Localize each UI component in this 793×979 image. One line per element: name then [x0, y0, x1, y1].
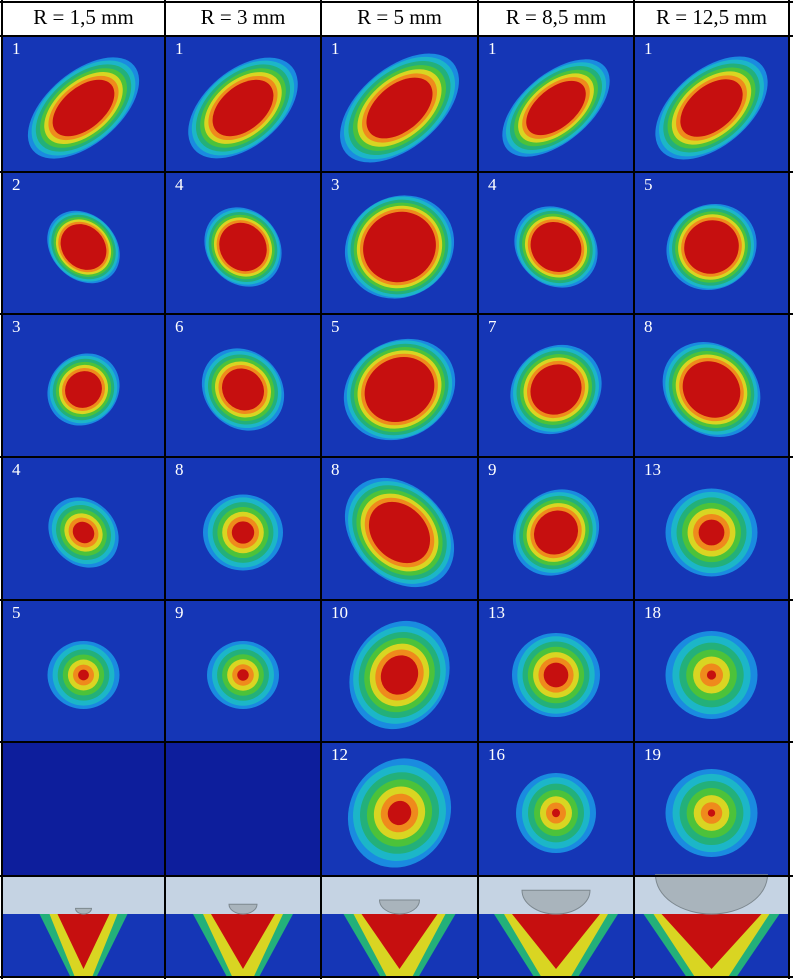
contour-plot: [48, 641, 120, 709]
column-header: R = 8,5 mm: [506, 5, 607, 29]
column-header: R = 1,5 mm: [33, 5, 134, 29]
cell-label: 4: [12, 460, 21, 479]
cell-label: 9: [488, 460, 497, 479]
contour-band: [544, 663, 569, 688]
contour-band: [708, 809, 715, 816]
contour-band: [699, 520, 725, 546]
figure: R = 1,5 mm R = 3 mm R = 5 mm R = 8,5 mm R = …: [0, 0, 793, 979]
cell-label: 8: [331, 460, 340, 479]
contour-plot: [203, 495, 283, 571]
cell-bg: [165, 742, 321, 876]
column-header: R = 5 mm: [357, 5, 442, 29]
page: R = 1,5 mm R = 3 mm R = 5 mm R = 8,5 mm R = …: [0, 0, 793, 979]
cell-label: 1: [644, 39, 653, 58]
cell-label: 1: [331, 39, 340, 58]
column-header: R = 3 mm: [201, 5, 286, 29]
cell-label: 5: [644, 175, 653, 194]
cell-label: 9: [175, 603, 184, 622]
cell-label: 8: [175, 460, 184, 479]
contour-plot: [666, 769, 758, 857]
column-header: R = 12,5 mm: [656, 5, 767, 29]
cell-label: 6: [175, 317, 184, 336]
cell-label: 4: [488, 175, 497, 194]
cell-label: 3: [12, 317, 21, 336]
cell-label: 3: [331, 175, 340, 194]
cell-label: 10: [331, 603, 348, 622]
cell-label: 8: [644, 317, 653, 336]
contour-band: [552, 809, 560, 817]
cell-label: 12: [331, 745, 348, 764]
cell-label: 19: [644, 745, 661, 764]
cell-bg: [2, 742, 165, 876]
cell-label: 13: [488, 603, 505, 622]
contour-plot: [516, 773, 596, 853]
contour-plot: [666, 489, 758, 577]
cell-label: 1: [488, 39, 497, 58]
cell-label: 2: [12, 175, 21, 194]
cell-label: 1: [175, 39, 184, 58]
cell-label: 16: [488, 745, 505, 764]
contour-band: [707, 670, 716, 679]
contour-band: [237, 669, 249, 680]
cell-label: 5: [331, 317, 340, 336]
contour-plot: [207, 641, 279, 709]
contour-plot: [512, 633, 600, 717]
contour-band: [78, 670, 89, 681]
cell-label: 7: [488, 317, 497, 336]
cell-label: 18: [644, 603, 661, 622]
cell-label: 13: [644, 460, 661, 479]
contour-plot: [666, 631, 758, 719]
cell-label: 4: [175, 175, 184, 194]
cell-label: 5: [12, 603, 21, 622]
contour-band: [232, 521, 254, 543]
cell-label: 1: [12, 39, 21, 58]
